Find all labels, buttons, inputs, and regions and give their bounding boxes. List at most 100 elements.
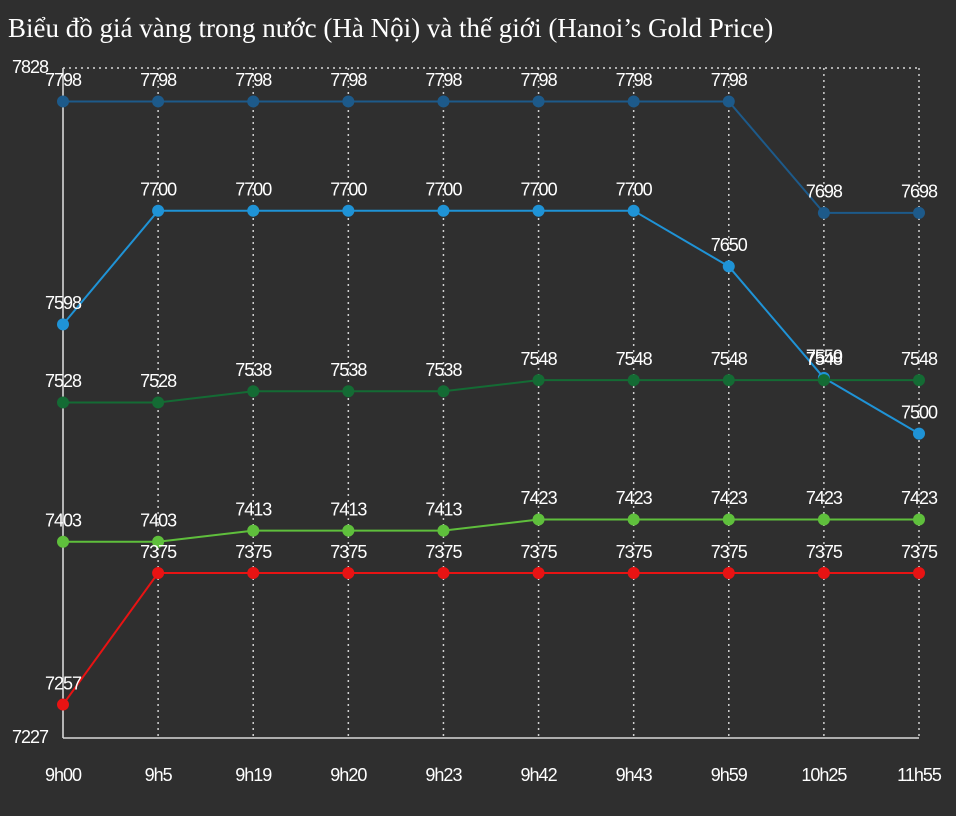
data-point xyxy=(437,524,450,537)
data-point xyxy=(722,567,735,580)
y-tick-label: 7227 xyxy=(12,727,49,747)
data-point xyxy=(247,524,260,537)
data-label: 7375 xyxy=(806,542,843,562)
data-label: 7500 xyxy=(901,402,938,422)
data-label: 7423 xyxy=(711,488,748,508)
data-point xyxy=(532,374,545,387)
data-label: 7423 xyxy=(521,488,558,508)
data-point xyxy=(817,513,830,526)
data-point xyxy=(152,95,165,108)
data-label: 7413 xyxy=(425,499,462,519)
x-tick-label: 9h00 xyxy=(45,765,82,785)
data-label: 7798 xyxy=(425,70,462,90)
data-point xyxy=(627,567,640,580)
data-label: 7413 xyxy=(235,499,272,519)
data-label: 7375 xyxy=(521,542,558,562)
series-line xyxy=(63,379,919,404)
data-point xyxy=(532,204,545,217)
data-point xyxy=(913,567,925,580)
data-point xyxy=(532,513,545,526)
x-tick-label: 9h23 xyxy=(425,765,462,785)
data-point xyxy=(913,374,925,387)
data-label: 7798 xyxy=(711,70,748,90)
data-point xyxy=(722,260,735,273)
data-label: 7375 xyxy=(901,542,938,562)
data-label: 7700 xyxy=(521,179,558,199)
x-tick-label: 9h5 xyxy=(145,765,173,785)
y-tick-label: 7828 xyxy=(12,57,49,77)
data-point xyxy=(152,396,165,409)
data-label: 7548 xyxy=(806,349,843,369)
data-point xyxy=(152,535,165,548)
data-point xyxy=(247,204,260,217)
data-point xyxy=(342,567,355,580)
series-line xyxy=(63,518,919,543)
data-point xyxy=(247,567,260,580)
data-label: 7550 xyxy=(806,347,843,367)
data-point xyxy=(57,535,69,548)
x-tick-label: 9h20 xyxy=(330,765,367,785)
x-tick-label: 11h55 xyxy=(897,765,942,785)
data-label: 7375 xyxy=(140,542,177,562)
data-point xyxy=(437,567,450,580)
data-point xyxy=(247,95,260,108)
data-point xyxy=(342,524,355,537)
data-label: 7423 xyxy=(616,488,653,508)
data-point xyxy=(152,204,165,217)
data-point xyxy=(627,513,640,526)
data-point xyxy=(247,385,260,398)
data-label: 7528 xyxy=(45,371,82,391)
data-label: 7375 xyxy=(711,542,748,562)
data-point xyxy=(722,513,735,526)
x-tick-label: 9h43 xyxy=(616,765,653,785)
x-tick-label: 9h59 xyxy=(711,765,748,785)
data-point xyxy=(627,95,640,108)
data-point xyxy=(817,567,830,580)
data-label: 7700 xyxy=(425,179,462,199)
data-label: 7548 xyxy=(616,349,653,369)
data-point xyxy=(913,427,925,440)
data-point xyxy=(342,204,355,217)
data-point xyxy=(532,567,545,580)
data-label: 7700 xyxy=(330,179,367,199)
data-label: 7403 xyxy=(140,511,177,531)
data-label: 7548 xyxy=(901,349,938,369)
x-tick-label: 9h42 xyxy=(521,765,558,785)
data-label: 7798 xyxy=(521,70,558,90)
data-label: 7375 xyxy=(330,542,367,562)
data-point xyxy=(913,206,925,219)
data-label: 7798 xyxy=(330,70,367,90)
data-point xyxy=(342,95,355,108)
data-point xyxy=(57,698,69,711)
chart-title: Biểu đồ giá vàng trong nước (Hà Nội) và … xyxy=(8,13,773,43)
data-label: 7257 xyxy=(45,673,82,693)
data-point xyxy=(817,206,830,219)
data-point xyxy=(913,513,925,526)
data-label: 7798 xyxy=(140,70,177,90)
data-label: 7700 xyxy=(235,179,272,199)
x-tick-label: 10h25 xyxy=(801,765,847,785)
data-label: 7798 xyxy=(235,70,272,90)
data-point xyxy=(437,204,450,217)
data-label: 7538 xyxy=(330,360,367,380)
data-point xyxy=(437,385,450,398)
data-label: 7798 xyxy=(616,70,653,90)
data-label: 7798 xyxy=(45,70,82,90)
data-label: 7698 xyxy=(806,182,843,202)
data-point xyxy=(57,396,69,409)
data-label: 7538 xyxy=(425,360,462,380)
data-point xyxy=(627,204,640,217)
series-line xyxy=(63,100,919,214)
data-label: 7413 xyxy=(330,499,367,519)
data-label: 7528 xyxy=(140,371,177,391)
data-label: 7375 xyxy=(616,542,653,562)
data-point xyxy=(817,374,830,387)
data-label: 7375 xyxy=(235,542,272,562)
data-point xyxy=(342,385,355,398)
data-label: 7375 xyxy=(425,542,462,562)
data-label: 7548 xyxy=(521,349,558,369)
data-point xyxy=(532,95,545,108)
data-label: 7598 xyxy=(45,293,82,313)
data-point xyxy=(57,95,69,108)
